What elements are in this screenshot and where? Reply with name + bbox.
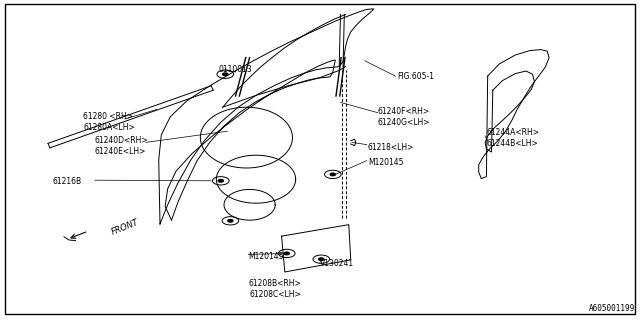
Text: 61240D<RH>
61240E<LH>: 61240D<RH> 61240E<LH>: [95, 136, 148, 156]
Text: M120145: M120145: [368, 158, 403, 167]
Text: 61208B<RH>
61208C<LH>: 61208B<RH> 61208C<LH>: [249, 279, 301, 299]
Text: 61280 <RH>
61280A<LH>: 61280 <RH> 61280A<LH>: [83, 112, 135, 132]
Circle shape: [218, 180, 223, 182]
Circle shape: [223, 73, 228, 76]
Text: 61244A<RH>
61244B<LH>: 61244A<RH> 61244B<LH>: [486, 128, 540, 148]
Text: 61218<LH>: 61218<LH>: [368, 143, 414, 152]
Circle shape: [319, 258, 324, 260]
Text: FIG.605-1: FIG.605-1: [397, 72, 434, 81]
Text: 61240F<RH>
61240G<LH>: 61240F<RH> 61240G<LH>: [378, 107, 430, 127]
Circle shape: [228, 220, 233, 222]
Circle shape: [330, 173, 335, 176]
Text: A605001199: A605001199: [589, 304, 635, 313]
Circle shape: [284, 252, 289, 255]
Text: V130241: V130241: [320, 260, 354, 268]
Text: FRONT: FRONT: [110, 218, 140, 237]
Text: 61216B: 61216B: [52, 177, 82, 186]
Text: 0110013: 0110013: [219, 65, 252, 74]
Text: M120145: M120145: [248, 252, 284, 261]
